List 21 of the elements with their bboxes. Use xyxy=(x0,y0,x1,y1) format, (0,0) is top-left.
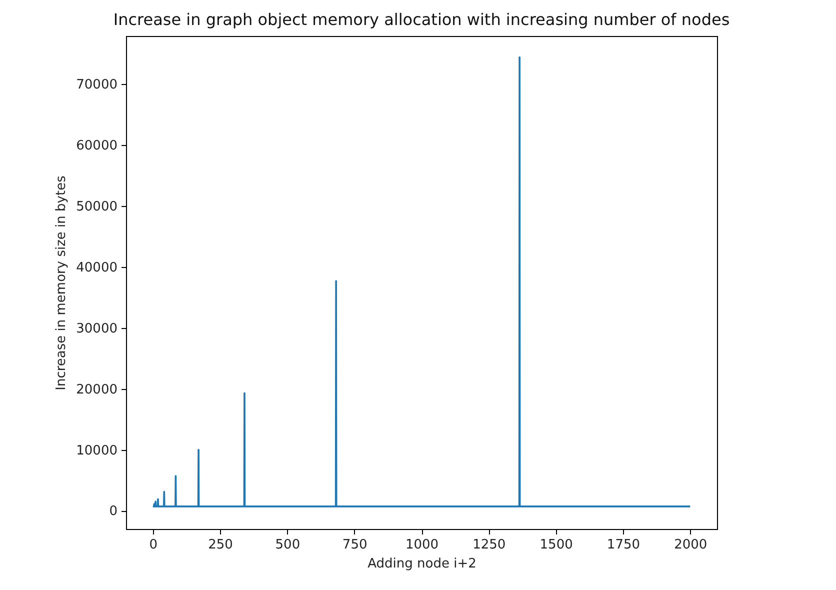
x-tick-label: 500 xyxy=(275,538,300,552)
x-tick-label: 1000 xyxy=(405,538,439,552)
y-axis-title: Increase in memory size in bytes xyxy=(54,175,70,390)
x-tick-label: 1500 xyxy=(540,538,573,552)
y-tick-label: 10000 xyxy=(76,443,118,458)
y-tick-label: 20000 xyxy=(76,382,118,398)
y-tick-label: 30000 xyxy=(76,321,118,336)
x-tick-label: 2000 xyxy=(674,538,708,552)
x-tick-label: 1750 xyxy=(606,538,640,552)
y-tick-label: 60000 xyxy=(76,138,118,154)
y-tick-label: 50000 xyxy=(76,200,118,215)
y-tick-label: 40000 xyxy=(76,260,118,276)
x-tick-label: 250 xyxy=(208,538,233,552)
y-tick-label: 0 xyxy=(109,504,118,520)
x-axis-title: Adding node i+2 xyxy=(368,556,476,572)
chart-title: Increase in graph object memory allocation with increasing number of nodes xyxy=(113,10,730,29)
x-tick-label: 0 xyxy=(149,538,158,552)
y-tick-label: 70000 xyxy=(76,78,118,93)
x-tick-label: 750 xyxy=(342,538,368,552)
line-series xyxy=(152,56,692,508)
x-tick-label: 1250 xyxy=(472,538,506,552)
